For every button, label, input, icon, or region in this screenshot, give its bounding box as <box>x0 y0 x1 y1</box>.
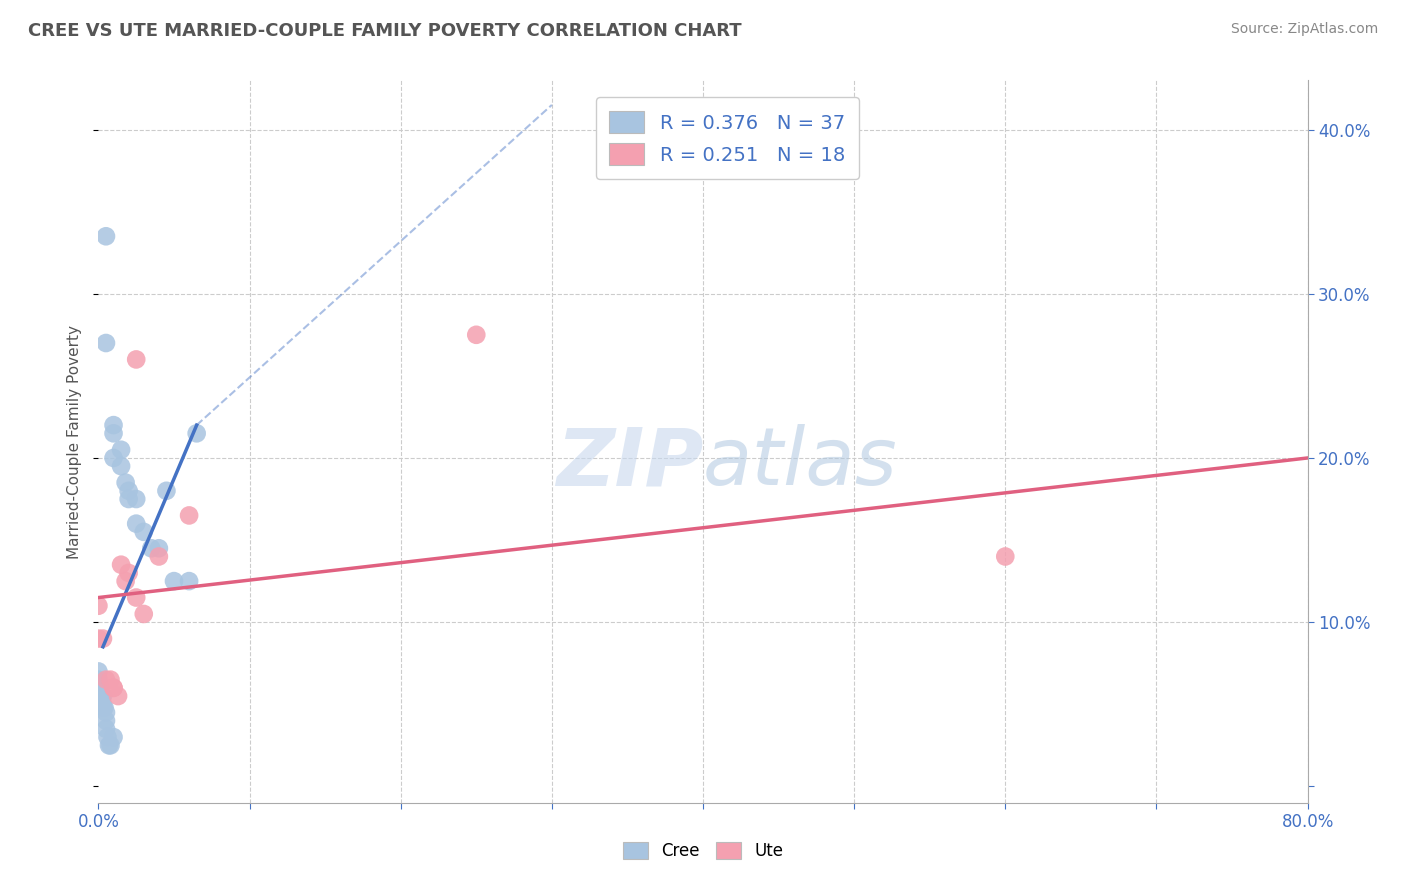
Point <box>125 352 148 367</box>
Point <box>89 681 111 695</box>
Point <box>94 229 117 244</box>
Point <box>118 491 141 506</box>
Legend: Cree, Ute: Cree, Ute <box>616 835 790 867</box>
Point <box>87 632 110 646</box>
Point <box>103 681 125 695</box>
Point <box>100 673 122 687</box>
Y-axis label: Married-Couple Family Poverty: Married-Couple Family Poverty <box>67 325 83 558</box>
Point <box>125 591 148 605</box>
Point <box>96 730 118 744</box>
Point <box>103 450 125 465</box>
Text: atlas: atlas <box>703 425 898 502</box>
Point <box>103 426 125 441</box>
Text: Source: ZipAtlas.com: Source: ZipAtlas.com <box>1230 22 1378 37</box>
Point <box>103 418 125 433</box>
Point <box>94 336 117 351</box>
Point <box>114 574 136 588</box>
Point <box>125 491 148 506</box>
Point <box>179 574 201 588</box>
Point <box>103 681 125 695</box>
Point <box>90 689 112 703</box>
Point <box>186 426 208 441</box>
Point <box>100 739 122 753</box>
Point <box>94 706 117 720</box>
Point <box>90 689 112 703</box>
Point <box>94 722 117 736</box>
Point <box>107 689 129 703</box>
Point <box>87 599 110 613</box>
Point <box>179 508 201 523</box>
Point <box>91 700 114 714</box>
Point <box>98 739 121 753</box>
Point <box>163 574 186 588</box>
Point <box>132 524 155 539</box>
Point <box>91 632 114 646</box>
Point <box>87 665 110 679</box>
Point <box>155 483 177 498</box>
Point <box>103 730 125 744</box>
Point <box>132 607 155 621</box>
Point <box>118 566 141 580</box>
Point <box>93 700 115 714</box>
Point <box>118 483 141 498</box>
Point <box>87 681 110 695</box>
Point <box>110 442 132 457</box>
Point <box>148 549 170 564</box>
Point <box>87 673 110 687</box>
Point <box>89 681 111 695</box>
Point <box>114 475 136 490</box>
Point <box>91 689 114 703</box>
Point <box>125 516 148 531</box>
Point <box>94 714 117 728</box>
Point <box>91 698 114 712</box>
Point <box>465 327 488 342</box>
Point <box>110 459 132 474</box>
Point <box>141 541 163 556</box>
Text: ZIP: ZIP <box>555 425 703 502</box>
Text: CREE VS UTE MARRIED-COUPLE FAMILY POVERTY CORRELATION CHART: CREE VS UTE MARRIED-COUPLE FAMILY POVERT… <box>28 22 742 40</box>
Point <box>148 541 170 556</box>
Point <box>994 549 1017 564</box>
Point <box>110 558 132 572</box>
Point <box>94 673 117 687</box>
